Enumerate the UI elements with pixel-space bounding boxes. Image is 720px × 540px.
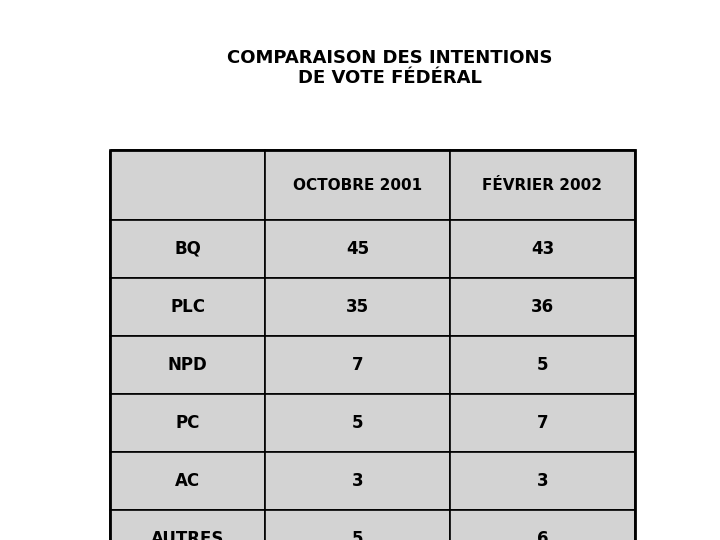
Text: OCTOBRE 2001: OCTOBRE 2001 bbox=[293, 178, 422, 192]
Text: 5: 5 bbox=[536, 356, 548, 374]
Bar bbox=[265, 336, 450, 394]
Bar bbox=[110, 336, 265, 394]
Bar bbox=[450, 278, 635, 336]
Text: 35: 35 bbox=[346, 298, 369, 316]
Text: 6: 6 bbox=[536, 530, 548, 540]
Text: BQ: BQ bbox=[174, 240, 201, 258]
Bar bbox=[450, 150, 635, 220]
Text: NPD: NPD bbox=[168, 356, 207, 374]
Bar bbox=[265, 220, 450, 278]
Bar bbox=[110, 150, 635, 540]
Bar bbox=[110, 510, 265, 540]
Text: 5: 5 bbox=[352, 414, 364, 432]
Text: 3: 3 bbox=[536, 472, 549, 490]
Text: 45: 45 bbox=[346, 240, 369, 258]
Text: 5: 5 bbox=[352, 530, 364, 540]
Bar bbox=[265, 278, 450, 336]
Bar bbox=[265, 452, 450, 510]
Text: PC: PC bbox=[175, 414, 199, 432]
Bar bbox=[450, 336, 635, 394]
Text: 3: 3 bbox=[351, 472, 364, 490]
Bar bbox=[110, 150, 265, 220]
Bar bbox=[450, 452, 635, 510]
Bar bbox=[110, 220, 265, 278]
Bar bbox=[110, 394, 265, 452]
Bar bbox=[110, 452, 265, 510]
Bar bbox=[265, 394, 450, 452]
Bar bbox=[265, 510, 450, 540]
Bar bbox=[450, 510, 635, 540]
Bar bbox=[265, 150, 450, 220]
Text: 43: 43 bbox=[531, 240, 554, 258]
Text: 36: 36 bbox=[531, 298, 554, 316]
Text: COMPARAISON DES INTENTIONS
DE VOTE FÉDÉRAL: COMPARAISON DES INTENTIONS DE VOTE FÉDÉR… bbox=[228, 49, 553, 87]
Text: FÉVRIER 2002: FÉVRIER 2002 bbox=[482, 178, 603, 192]
Bar bbox=[450, 220, 635, 278]
Bar bbox=[450, 394, 635, 452]
Bar bbox=[110, 278, 265, 336]
Text: PLC: PLC bbox=[170, 298, 205, 316]
Text: 7: 7 bbox=[536, 414, 549, 432]
Text: AUTRES: AUTRES bbox=[150, 530, 224, 540]
Text: 7: 7 bbox=[351, 356, 364, 374]
Text: AC: AC bbox=[175, 472, 200, 490]
